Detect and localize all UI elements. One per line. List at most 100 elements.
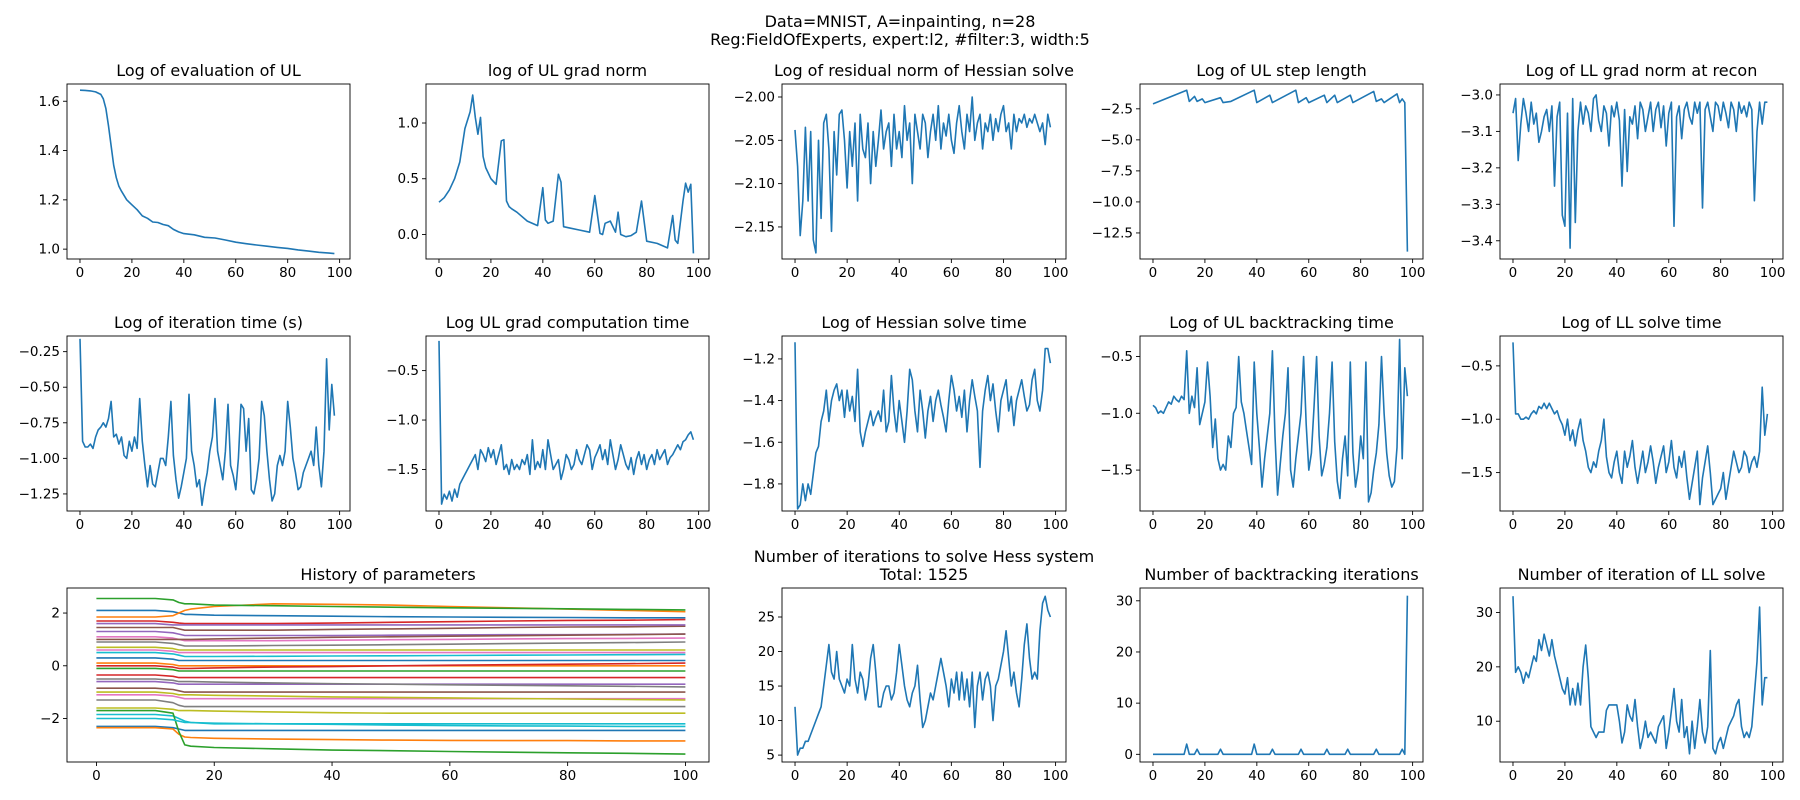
y-tick-label: −1.25: [19, 486, 60, 502]
y-tick-label: −1.00: [19, 451, 60, 467]
series-line: [79, 89, 335, 255]
parameter-series-line: [96, 633, 686, 641]
parameter-series-line: [96, 625, 686, 632]
y-tick-label: −0.25: [19, 344, 60, 360]
x-tick-label: 40: [1608, 768, 1625, 784]
subplot-8: Log of Hessian solve time 0 20 40 60 80 100 −1.…: [742, 313, 1068, 533]
y-tick-label: −1.0: [386, 413, 419, 429]
y-tick-label: 20: [1116, 644, 1133, 660]
y-tick-label: 20: [758, 644, 775, 660]
x-tick-label: 0: [435, 265, 444, 281]
y-tick-label: −1.4: [742, 393, 775, 409]
y-tick-label: −10.0: [1092, 194, 1133, 210]
x-tick-label: 0: [1509, 265, 1518, 281]
series-line: [794, 595, 1052, 756]
y-tick-label: −7.5: [1100, 163, 1133, 179]
parameter-series-line: [96, 622, 686, 626]
subplot-title: Log of LL grad norm at recon: [1526, 61, 1758, 80]
x-tick-label: 80: [995, 768, 1012, 784]
x-tick-label: 20: [839, 265, 856, 281]
parameter-series-line: [96, 726, 686, 742]
series-line: [438, 94, 695, 254]
x-tick-label: 60: [441, 768, 458, 784]
subplot-title: Log of iteration time (s): [114, 313, 303, 332]
parameter-series-line: [96, 699, 686, 708]
x-tick-label: 80: [995, 517, 1012, 533]
x-tick-label: 100: [1400, 768, 1426, 784]
x-tick-label: 60: [1300, 517, 1317, 533]
x-tick-label: 60: [943, 768, 960, 784]
x-tick-label: 20: [1196, 517, 1213, 533]
x-tick-label: 40: [323, 768, 340, 784]
parameter-series-line: [96, 717, 686, 728]
axes-frame: [425, 83, 710, 260]
series-line: [1152, 338, 1409, 503]
parameter-series-line: [96, 651, 686, 658]
x-tick-label: 20: [839, 768, 856, 784]
subplot-title: Log of residual norm of Hessian solve: [774, 61, 1074, 80]
x-tick-label: 0: [791, 517, 800, 533]
x-tick-label: 0: [1149, 517, 1158, 533]
parameter-series-line: [96, 691, 686, 701]
y-tick-label: 1.0: [39, 242, 60, 258]
x-tick-label: 40: [891, 517, 908, 533]
subplot-title: Log of evaluation of UL: [116, 61, 301, 80]
x-tick-label: 100: [686, 517, 712, 533]
x-tick-label: 100: [327, 265, 353, 281]
x-tick-label: 60: [586, 517, 603, 533]
parameter-series-line: [96, 662, 686, 667]
subplot-3: Log of residual norm of Hessian solve 0 20…: [734, 61, 1074, 281]
y-tick-label: −3.1: [1460, 124, 1493, 140]
y-tick-label: −1.6: [742, 435, 775, 451]
x-tick-label: 20: [123, 265, 140, 281]
y-tick-label: 30: [1476, 605, 1493, 621]
y-tick-label: −2.5: [1100, 101, 1133, 117]
x-tick-label: 40: [175, 265, 192, 281]
x-tick-label: 100: [327, 517, 353, 533]
x-tick-label: 40: [1248, 768, 1265, 784]
subplot-9: Log of UL backtracking time 0 20 40 60 80 100 −…: [1100, 313, 1425, 533]
x-tick-label: 60: [227, 265, 244, 281]
y-tick-label: 10: [1476, 714, 1493, 730]
subplot-7: Log UL grad computation time 0 20 40 60 80 100…: [386, 313, 711, 533]
x-tick-label: 20: [1556, 768, 1573, 784]
axes-frame: [66, 335, 351, 512]
y-tick-label: −12.5: [1092, 225, 1133, 241]
y-tick-label: −0.5: [1100, 349, 1133, 365]
subplot-title: Number of backtracking iterations: [1144, 565, 1418, 584]
x-tick-label: 20: [206, 768, 223, 784]
x-tick-label: 60: [1660, 517, 1677, 533]
y-tick-label: 5: [766, 748, 775, 764]
parameter-series-line: [96, 707, 686, 715]
x-tick-label: 40: [1608, 517, 1625, 533]
y-tick-label: 10: [1116, 696, 1133, 712]
y-tick-label: −1.5: [386, 462, 419, 478]
parameter-series-line: [96, 597, 686, 611]
y-tick-label: 0: [1124, 747, 1133, 763]
parameter-series-line: [96, 635, 686, 642]
y-tick-label: −2: [40, 711, 60, 727]
x-tick-label: 80: [638, 265, 655, 281]
y-tick-label: 2: [51, 606, 60, 622]
series-line: [1512, 596, 1768, 755]
subplot-title: Number of iteration of LL solve: [1518, 565, 1766, 584]
y-tick-label: −0.5: [386, 363, 419, 379]
subplot-1: Log of evaluation of UL 0 20 40 60 80 100 1.0 1.…: [39, 61, 353, 281]
y-tick-label: −1.2: [742, 351, 775, 367]
subplot-title: Log of Hessian solve time: [821, 313, 1026, 332]
series-line: [794, 342, 1052, 510]
x-tick-label: 80: [1352, 265, 1369, 281]
y-tick-label: −1.0: [1460, 412, 1493, 428]
y-tick-label: −3.2: [1460, 160, 1493, 176]
series-line: [1512, 94, 1768, 249]
parameter-series-line: [96, 667, 686, 672]
x-tick-label: 40: [891, 768, 908, 784]
y-tick-label: −3.3: [1460, 197, 1493, 213]
x-tick-label: 80: [559, 768, 576, 784]
x-tick-label: 0: [435, 517, 444, 533]
x-tick-label: 60: [943, 517, 960, 533]
subplot-title: Log UL grad computation time: [446, 313, 690, 332]
x-tick-label: 80: [1352, 768, 1369, 784]
axes-frame: [1139, 83, 1424, 260]
parameter-series-line: [96, 680, 686, 686]
